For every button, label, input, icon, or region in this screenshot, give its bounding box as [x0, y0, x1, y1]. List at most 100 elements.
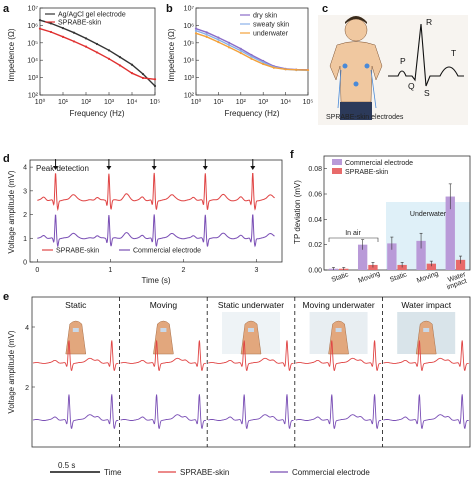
data-point — [239, 47, 242, 50]
y-tick-label: 2 — [25, 385, 29, 392]
data-point — [84, 45, 88, 48]
arm-shape — [328, 320, 349, 355]
ecg-trace-sprabe — [37, 172, 275, 212]
panel-b-legend: dry skin sweaty skin underwater — [240, 13, 289, 38]
panel-a-legend: Ag/AgCl gel electrode SPRABE-skin — [45, 12, 126, 27]
y-tick-label: 2 — [23, 212, 27, 219]
legend-d-commercial: Commercial electrode — [133, 248, 201, 255]
data-point — [239, 49, 242, 52]
y-tick-label: 10² — [184, 93, 195, 100]
y-tick-label: 1 — [23, 236, 27, 243]
data-point — [107, 57, 111, 60]
legend-d-sprabe: SPRABE-skin — [56, 248, 99, 255]
peak-arrow-head — [202, 166, 208, 171]
legend-f-commercial: Commercial electrode — [345, 160, 413, 167]
ecg-trace-sprabe — [208, 340, 294, 371]
y-tick-label: 0.04 — [308, 217, 322, 224]
data-point — [95, 42, 99, 46]
y-tick-label: 10³ — [28, 75, 39, 82]
bar-commercial — [416, 240, 426, 270]
x-tick-label: 10² — [236, 99, 247, 106]
panel-d-letter: d — [3, 153, 10, 165]
panel-a-frame — [39, 7, 156, 96]
pointer-line-right — [370, 69, 377, 109]
data-point — [153, 84, 157, 88]
legend-agcl: Ag/AgCl gel electrode — [58, 12, 126, 19]
panel-b-y-ticks: 10² 10³ 10⁴ 10⁵ 10⁶ 10⁷ — [183, 6, 199, 100]
ecg-trace-commercial — [295, 394, 382, 430]
x-tick-label: 2 — [181, 267, 185, 274]
panel-a-letter: a — [3, 3, 10, 15]
ecg-trace-commercial — [37, 214, 275, 248]
data-point — [84, 37, 88, 40]
ecg-trace-commercial — [383, 394, 469, 430]
legend-sprabe: SPRABE-skin — [58, 20, 101, 27]
hair-shape — [345, 16, 367, 24]
peak-arrow-head — [151, 166, 157, 171]
data-point — [217, 36, 220, 39]
bar-commercial — [387, 243, 397, 270]
x-tick-label: 10⁴ — [127, 99, 138, 106]
arm-shape — [415, 320, 437, 355]
data-point — [205, 31, 208, 34]
annotation-underwater: Underwater — [410, 211, 447, 218]
panel-c-letter: c — [322, 3, 328, 15]
data-point — [262, 62, 265, 66]
panel-d-peak-arrows — [53, 159, 256, 171]
ecg-trace-sprabe — [295, 340, 382, 371]
panel-f-legend: Commercial electrode SPRABE-skin — [332, 159, 413, 176]
y-tick-label: 0.02 — [308, 242, 322, 249]
annotation-in-air: In air — [345, 230, 361, 237]
wave-label-s: S — [424, 88, 430, 98]
peak-arrow-head — [250, 166, 256, 171]
x-tick-label: Moving — [357, 270, 381, 284]
condition-label: Moving — [150, 300, 178, 310]
panel-e-series — [32, 340, 469, 430]
panel-b-ylabel: Impedence (Ω) — [167, 28, 176, 81]
bar-sprabe — [455, 259, 466, 270]
panel-b-frame — [195, 7, 309, 96]
data-point — [262, 61, 265, 64]
y-tick-label: 10⁵ — [27, 40, 38, 47]
panel-f-y-ticks: 0.00 0.02 0.04 0.06 0.08 — [308, 166, 327, 275]
condition-label: Water impact — [401, 300, 451, 310]
y-tick-label: 0.08 — [308, 166, 322, 173]
data-point — [217, 40, 220, 44]
data-point — [153, 78, 157, 81]
x-tick-label: Moving — [416, 270, 440, 284]
sensor-patch — [72, 328, 79, 332]
ecg-trace-sprabe — [120, 340, 207, 371]
legend-f-sprabe: SPRABE-skin — [345, 169, 388, 176]
x-tick-label: 10⁴ — [280, 99, 291, 106]
ecg-trace-commercial — [120, 394, 206, 430]
data-point — [95, 51, 99, 54]
sensor-patch — [335, 328, 342, 332]
panel-e-photos — [46, 312, 456, 355]
data-point — [306, 68, 310, 72]
peak-arrow-head — [106, 166, 112, 171]
underwater-region — [386, 202, 470, 270]
legend-e-sprabe: SPRABE-skin — [180, 468, 229, 477]
x-tick-label: 10⁵ — [150, 99, 161, 106]
panel-e-ylabel: Voltage amplitude (mV) — [7, 330, 16, 413]
data-point — [284, 68, 287, 71]
y-tick-label: 0.00 — [308, 268, 322, 275]
panel-f: f 0.00 0.02 0.04 0.06 0.08 Static Moving Stati… — [290, 149, 471, 291]
legend-sweaty: sweaty skin — [253, 22, 289, 29]
ecg-trace-sprabe — [383, 340, 469, 371]
wave-label-q: Q — [408, 81, 415, 91]
bar-commercial — [445, 196, 455, 270]
x-tick-label: 10⁵ — [303, 99, 314, 106]
series-line-sweaty-skin — [195, 29, 309, 72]
condition-label: Moving underwater — [302, 300, 374, 310]
x-tick-label: 10⁰ — [191, 98, 202, 106]
pointer-line-left — [337, 69, 342, 109]
panel-a-y-ticks: 10² 10³ 10⁴ 10⁵ 10⁶ 10⁷ — [27, 6, 43, 100]
panel-d-x-ticks: 0 1 2 3 — [35, 259, 258, 274]
condition-label: Static underwater — [218, 300, 284, 310]
scalebar-label: 0.5 s — [58, 461, 75, 470]
body-illustration — [329, 16, 383, 120]
x-tick-label: 3 — [254, 267, 258, 274]
panel-e: e Static Moving Static underwater Moving un… — [3, 291, 471, 477]
